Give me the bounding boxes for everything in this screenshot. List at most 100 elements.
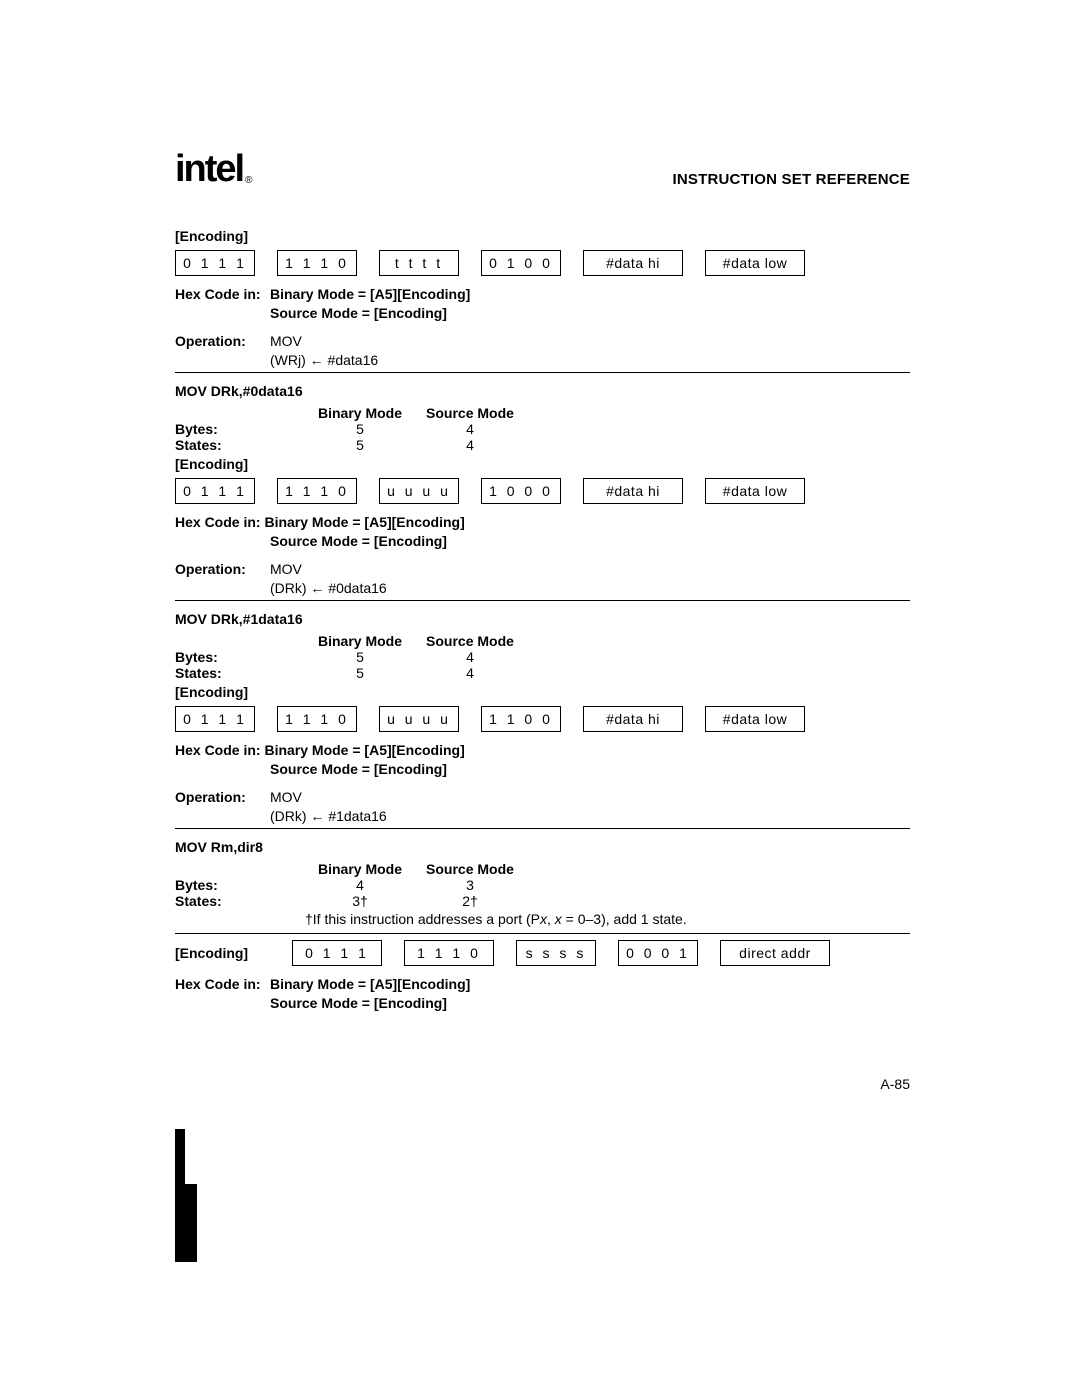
intel-logo: intel® xyxy=(175,150,249,188)
operation-label: Operation: xyxy=(175,561,270,577)
source-mode-value: Source Mode = [Encoding] xyxy=(270,305,910,321)
footnote-mid: , xyxy=(547,911,555,927)
encoding-label: [Encoding] xyxy=(175,684,270,700)
footnote-ital: x xyxy=(540,911,547,927)
binary-mode-header: Binary Mode xyxy=(305,861,415,877)
states-src: 4 xyxy=(415,665,525,681)
footnote-pre: †If this instruction addresses a port (P xyxy=(305,911,540,927)
footnote: †If this instruction addresses a port (P… xyxy=(305,911,910,927)
enc-box: #data hi xyxy=(583,478,683,504)
enc-box: 1 1 1 0 xyxy=(277,706,357,732)
bytes-row: Bytes: 5 4 xyxy=(175,421,910,437)
encoding-boxes-4: [Encoding] 0 1 1 1 1 1 1 0 s s s s 0 0 0… xyxy=(175,940,910,966)
source-mode-header: Source Mode xyxy=(415,633,525,649)
enc-box: #data low xyxy=(705,250,805,276)
binary-mode-header: Binary Mode xyxy=(305,405,415,421)
bytes-label: Bytes: xyxy=(175,877,305,893)
hexcode-label: Hex Code in: xyxy=(175,286,270,302)
operation-name: MOV xyxy=(270,561,910,577)
hexcode-value: Binary Mode = [A5][Encoding] xyxy=(270,976,910,992)
bytes-row: Bytes: 4 3 xyxy=(175,877,910,893)
encoding-label: [Encoding] xyxy=(175,228,270,244)
binary-mode-header: Binary Mode xyxy=(305,633,415,649)
enc-box: 1 0 0 0 xyxy=(481,478,561,504)
hexcode-inline-row: Hex Code in: Binary Mode = [A5][Encoding… xyxy=(175,514,910,530)
hexcode-row-2: Source Mode = [Encoding] xyxy=(175,995,910,1011)
hexcode-inline: Hex Code in: Binary Mode = [A5][Encoding… xyxy=(175,742,910,758)
operation-row: Operation: MOV xyxy=(175,789,910,805)
enc-box: #data hi xyxy=(583,706,683,732)
operation-detail: (DRk) ← #1data16 xyxy=(270,808,910,824)
page-tab-marker xyxy=(175,1184,197,1262)
bytes-row: Bytes: 5 4 xyxy=(175,649,910,665)
operation-label: Operation: xyxy=(175,333,270,349)
instruction-title: MOV Rm,dir8 xyxy=(175,839,910,855)
encoding-boxes-2: 0 1 1 1 1 1 1 0 u u u u 1 0 0 0 #data hi… xyxy=(175,478,910,504)
block-2: MOV DRk,#0data16 Binary Mode Source Mode… xyxy=(175,383,910,596)
enc-box: 0 1 0 0 xyxy=(481,250,561,276)
states-row: States: 5 4 xyxy=(175,437,910,453)
source-mode-value: Source Mode = [Encoding] xyxy=(270,533,910,549)
operation-name: MOV xyxy=(270,333,910,349)
source-mode-value: Source Mode = [Encoding] xyxy=(270,995,910,1011)
enc-box: 1 1 1 0 xyxy=(277,478,357,504)
states-row: States: 3† 2† xyxy=(175,893,910,909)
hexcode-row: Hex Code in: Binary Mode = [A5][Encoding… xyxy=(175,976,910,992)
bytes-src: 4 xyxy=(415,421,525,437)
operation-label: Operation: xyxy=(175,789,270,805)
hexcode-row-2: Source Mode = [Encoding] xyxy=(175,761,910,777)
operation-name: MOV xyxy=(270,789,910,805)
enc-box: 1 1 1 0 xyxy=(404,940,494,966)
operation-row: Operation: MOV xyxy=(175,561,910,577)
registered-mark: ® xyxy=(245,175,250,186)
footnote-post: = 0–3), add 1 state. xyxy=(562,911,687,927)
mode-table: Binary Mode Source Mode Bytes: 5 4 State… xyxy=(175,405,910,453)
hexcode-label: Hex Code in: xyxy=(175,976,270,992)
enc-box: #data low xyxy=(705,478,805,504)
block-1: [Encoding] 0 1 1 1 1 1 1 0 t t t t 0 1 0… xyxy=(175,228,910,368)
bytes-src: 4 xyxy=(415,649,525,665)
states-src: 4 xyxy=(415,437,525,453)
enc-box: #data hi xyxy=(583,250,683,276)
bytes-bin: 5 xyxy=(305,649,415,665)
hexcode-inline: Hex Code in: Binary Mode = [A5][Encoding… xyxy=(175,514,910,530)
divider xyxy=(175,600,910,601)
operation-detail: (WRj) ← #data16 xyxy=(270,352,910,368)
mode-header: Binary Mode Source Mode xyxy=(175,861,910,877)
states-label: States: xyxy=(175,665,305,681)
states-bin: 5 xyxy=(305,665,415,681)
states-bin: 5 xyxy=(305,437,415,453)
instruction-title: MOV DRk,#0data16 xyxy=(175,383,910,399)
bytes-src: 3 xyxy=(415,877,525,893)
page-number: A-85 xyxy=(880,1076,910,1092)
source-mode-value: Source Mode = [Encoding] xyxy=(270,761,910,777)
hexcode-value: Binary Mode = [A5][Encoding] xyxy=(270,286,910,302)
encoding-boxes-1: 0 1 1 1 1 1 1 0 t t t t 0 1 0 0 #data hi… xyxy=(175,250,910,276)
encoding-label-row: [Encoding] xyxy=(175,456,910,472)
divider-thin xyxy=(175,933,910,934)
mode-table: Binary Mode Source Mode Bytes: 5 4 State… xyxy=(175,633,910,681)
states-label: States: xyxy=(175,437,305,453)
enc-box: #data low xyxy=(705,706,805,732)
encoding-label: [Encoding] xyxy=(175,945,270,961)
enc-box: u u u u xyxy=(379,478,459,504)
bytes-label: Bytes: xyxy=(175,421,305,437)
enc-box: 0 1 1 1 xyxy=(175,250,255,276)
page-header: intel® INSTRUCTION SET REFERENCE xyxy=(175,150,910,188)
operation-row: Operation: MOV xyxy=(175,333,910,349)
enc-box: s s s s xyxy=(516,940,596,966)
hexcode-inline-row: Hex Code in: Binary Mode = [A5][Encoding… xyxy=(175,742,910,758)
logo-text: intel xyxy=(175,148,243,190)
block-3: MOV DRk,#1data16 Binary Mode Source Mode… xyxy=(175,611,910,824)
encoding-label-row: [Encoding] xyxy=(175,684,910,700)
operation-detail-row: (DRk) ← #1data16 xyxy=(175,808,910,824)
operation-detail-row: (DRk) ← #0data16 xyxy=(175,580,910,596)
states-row: States: 5 4 xyxy=(175,665,910,681)
states-label: States: xyxy=(175,893,305,909)
operation-detail-row: (WRj) ← #data16 xyxy=(175,352,910,368)
page: intel® INSTRUCTION SET REFERENCE [Encodi… xyxy=(0,0,1080,1397)
divider xyxy=(175,828,910,829)
enc-box: 0 1 1 1 xyxy=(292,940,382,966)
hexcode-row-2: Source Mode = [Encoding] xyxy=(175,305,910,321)
document-title: INSTRUCTION SET REFERENCE xyxy=(672,171,910,188)
